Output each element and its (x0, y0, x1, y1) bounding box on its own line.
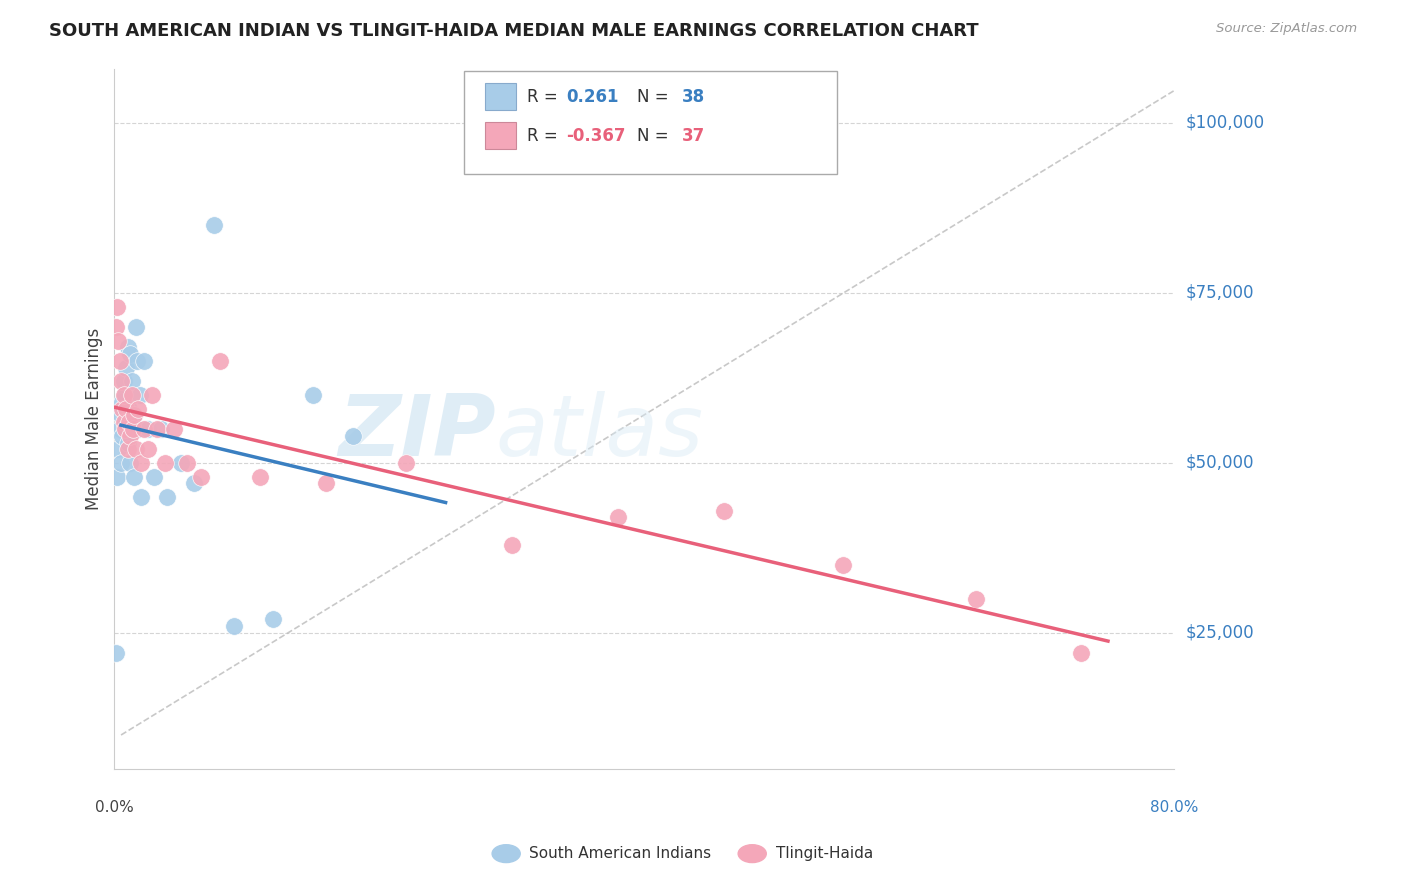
Point (315, 476, 337, 491)
Point (342, 429, 364, 443)
Point (965, 592, 987, 607)
Point (108, 422, 131, 436)
Point (128, 388, 150, 402)
Point (112, 388, 135, 402)
Point (124, 409, 146, 423)
Point (249, 469, 271, 483)
Point (114, 422, 136, 436)
Point (111, 394, 134, 409)
Point (129, 456, 152, 470)
Point (110, 456, 132, 470)
Point (136, 422, 159, 436)
Text: 37: 37 (682, 127, 706, 145)
Point (132, 354, 155, 368)
Point (832, 558, 855, 572)
Point (112, 375, 135, 389)
Text: -0.367: -0.367 (567, 127, 626, 145)
Point (713, 503, 735, 517)
Text: 0.0%: 0.0% (96, 799, 134, 814)
Point (117, 340, 139, 354)
Point (169, 456, 191, 470)
Text: Tlingit-Haida: Tlingit-Haida (776, 847, 873, 861)
Point (111, 401, 134, 416)
Point (122, 422, 145, 436)
Text: South American Indians: South American Indians (529, 847, 711, 861)
Y-axis label: Median Male Earnings: Median Male Earnings (86, 327, 103, 510)
Point (156, 490, 179, 504)
Point (121, 388, 143, 402)
Point (112, 415, 135, 429)
Point (222, 619, 245, 633)
Point (115, 360, 138, 375)
Text: $25,000: $25,000 (1185, 624, 1254, 642)
Point (127, 422, 149, 436)
Point (104, 320, 127, 334)
Point (110, 409, 132, 423)
Text: $100,000: $100,000 (1185, 114, 1264, 132)
Point (132, 422, 155, 436)
Point (114, 415, 136, 429)
Text: R =: R = (527, 127, 564, 145)
Text: N =: N = (637, 88, 673, 106)
Point (127, 401, 149, 416)
Point (104, 647, 127, 661)
Point (136, 442, 159, 457)
Point (105, 469, 128, 483)
Text: 80.0%: 80.0% (1150, 799, 1198, 814)
Point (122, 422, 145, 436)
Point (107, 442, 129, 457)
Point (124, 442, 146, 457)
Point (262, 612, 284, 626)
Point (141, 388, 163, 402)
Text: $75,000: $75,000 (1185, 284, 1254, 302)
Point (163, 422, 186, 436)
Point (129, 490, 152, 504)
Point (209, 354, 232, 368)
Text: SOUTH AMERICAN INDIAN VS TLINGIT-HAIDA MEDIAN MALE EARNINGS CORRELATION CHART: SOUTH AMERICAN INDIAN VS TLINGIT-HAIDA M… (49, 22, 979, 40)
Text: N =: N = (637, 127, 673, 145)
Point (121, 375, 143, 389)
Point (302, 388, 325, 402)
Point (118, 415, 141, 429)
Text: 38: 38 (682, 88, 704, 106)
Point (124, 409, 146, 423)
Point (120, 429, 142, 443)
Point (120, 347, 142, 361)
Point (146, 422, 169, 436)
Point (118, 401, 141, 416)
Point (1070, 647, 1092, 661)
Point (149, 422, 172, 436)
Point (125, 354, 148, 368)
Text: R =: R = (527, 88, 564, 106)
Point (114, 388, 136, 402)
Point (124, 320, 146, 334)
Text: atlas: atlas (496, 392, 704, 475)
Point (115, 401, 138, 416)
Point (117, 442, 139, 457)
Point (117, 435, 139, 450)
Point (110, 375, 132, 389)
Point (124, 469, 146, 483)
Text: $50,000: $50,000 (1185, 454, 1254, 472)
Point (176, 456, 198, 470)
Point (606, 510, 628, 524)
Text: Source: ZipAtlas.com: Source: ZipAtlas.com (1216, 22, 1357, 36)
Point (183, 476, 205, 491)
Text: 0.261: 0.261 (567, 88, 619, 106)
Point (190, 469, 212, 483)
Point (501, 538, 523, 552)
Point (153, 456, 176, 470)
Point (143, 469, 166, 483)
Point (108, 354, 131, 368)
Text: ZIP: ZIP (339, 392, 496, 475)
Point (105, 300, 128, 314)
Point (120, 456, 142, 470)
Point (111, 429, 134, 443)
Point (107, 334, 129, 348)
Point (202, 218, 225, 232)
Point (395, 456, 418, 470)
